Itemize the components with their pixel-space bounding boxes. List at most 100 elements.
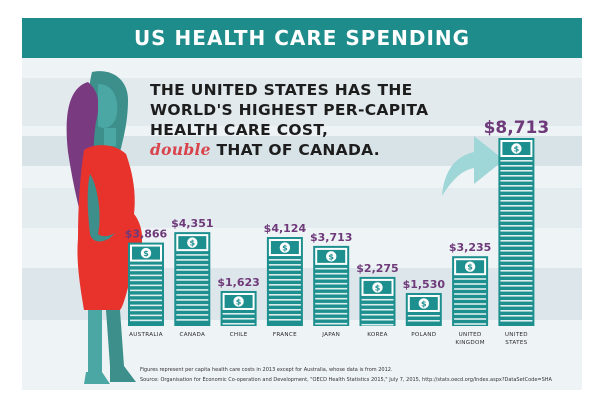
bar-stripe	[361, 298, 394, 301]
bar-stripe	[176, 264, 209, 266]
bar-stripe	[315, 272, 348, 275]
headline-line-rest: THAT OF CANADA.	[210, 141, 380, 159]
headline-line: double THAT OF CANADA.	[150, 140, 480, 160]
bar-stripe	[130, 269, 162, 272]
bar-stripe	[315, 312, 348, 315]
pregnant-woman-icon	[66, 71, 142, 384]
bar-stripe	[315, 297, 348, 300]
bar-stripe	[130, 284, 162, 287]
dollar-bill-icon-coin	[418, 298, 429, 309]
bar-stripe	[268, 314, 301, 316]
bar-stripe	[454, 293, 487, 295]
bar-stripe	[268, 294, 301, 296]
bar-stripe	[500, 210, 533, 212]
bar-stripe	[130, 264, 162, 267]
bar-stripe	[500, 290, 533, 292]
headline-line: THE UNITED STATES HAS THE	[150, 81, 413, 99]
bar-stripe	[130, 309, 162, 312]
bar-stripe	[315, 287, 348, 290]
bar-value-label: $2,275	[356, 262, 398, 275]
bar-stripe	[500, 170, 533, 172]
dollar-bill-icon-coin	[511, 143, 522, 154]
bar-stripe	[222, 312, 255, 315]
dollar-bill-icon-coin	[233, 296, 244, 307]
bar-stripe	[268, 284, 301, 286]
dollar-bill-icon-coin	[464, 261, 476, 272]
infographic-card: US HEALTH CARE SPENDING THE UNITED STATE…	[22, 18, 582, 390]
category-label: CANADA	[180, 332, 206, 338]
bar-chart: $ $3,866 AUSTRALIA $ $4,351 CANADA $ $1,623 CHIL…	[125, 118, 549, 346]
bar-stripe	[454, 323, 487, 325]
bar-stripe	[315, 282, 348, 285]
bar-stripe	[315, 317, 348, 320]
category-label: AUSTRALIA	[129, 332, 163, 338]
bar-stripe	[315, 302, 348, 305]
dollar-sign-icon: $	[190, 239, 196, 248]
bar-stripe	[500, 175, 533, 177]
bar-stripe	[361, 308, 394, 311]
dollar-bill-icon-coin	[187, 237, 198, 248]
dollar-bill-icon-coin	[326, 251, 337, 262]
bar-stripe	[130, 304, 162, 307]
bar-stripe	[268, 289, 301, 291]
category-label: FRANCE	[273, 332, 297, 338]
bar-stripe	[130, 299, 162, 302]
bar-stripe	[500, 255, 533, 257]
bar-stripe	[222, 317, 255, 320]
bar-value-label: $4,351	[171, 217, 213, 230]
bar-stripe	[407, 319, 440, 322]
bar-stripe	[500, 270, 533, 272]
bar-stripe	[454, 318, 487, 320]
bar-stripe	[361, 303, 394, 306]
page-title: US HEALTH CARE SPENDING	[133, 26, 471, 50]
bar-stripe	[500, 285, 533, 287]
bar-stripe	[176, 289, 209, 291]
bar	[498, 138, 535, 326]
bar-stripe	[454, 298, 487, 300]
bar-stripe	[130, 314, 162, 317]
dollar-sign-icon: $	[421, 299, 427, 308]
bar-stripe	[268, 279, 301, 281]
bar-stripe	[500, 185, 533, 187]
bar-stripe	[315, 292, 348, 295]
dollar-sign-icon: $	[236, 297, 242, 306]
bar-value-label: $1,530	[403, 278, 446, 291]
dollar-sign-icon: $	[514, 145, 520, 154]
bar-value-label: $3,713	[310, 231, 352, 244]
bar-stripe	[130, 279, 162, 282]
header-banner: US HEALTH CARE SPENDING	[22, 18, 582, 58]
bar-stripe	[176, 274, 209, 276]
bar-stripe	[176, 284, 209, 286]
bar-stripe	[500, 180, 533, 182]
bar-value-label: $1,623	[217, 276, 259, 289]
bar-stripe	[454, 288, 487, 290]
bar-stripe	[176, 309, 209, 311]
bar-stripe	[500, 245, 533, 247]
bar-stripe	[268, 269, 301, 271]
bar-stripe	[176, 294, 209, 296]
bar-stripe	[500, 195, 533, 197]
bar-stripe	[500, 220, 533, 222]
dollar-sign-icon: $	[143, 249, 149, 258]
bar-stripe	[500, 310, 533, 312]
headline-accent: double	[150, 140, 211, 159]
dollar-sign-icon: $	[328, 252, 334, 261]
bar-stripe	[268, 299, 301, 301]
bar-stripe	[454, 303, 487, 305]
bar-stripe	[500, 320, 533, 322]
dollar-sign-icon: $	[467, 263, 473, 272]
bar-stripe	[361, 323, 394, 326]
category-label: UNITED	[505, 332, 528, 338]
headline-line: WORLD'S HIGHEST PER-CAPITA	[150, 101, 429, 119]
dollar-bill-icon-coin	[279, 242, 291, 253]
bar-stripe	[268, 304, 301, 306]
bar-stripe	[130, 294, 162, 297]
up-arrow-icon	[442, 136, 504, 196]
category-label: CHILE	[230, 332, 248, 338]
bar-stripe	[454, 278, 487, 280]
category-label: UNITED	[459, 332, 482, 338]
dollar-bill-icon-coin	[140, 247, 152, 259]
bar-stripe	[176, 254, 209, 256]
bar-stripe	[361, 313, 394, 316]
bar-stripe	[130, 289, 162, 292]
